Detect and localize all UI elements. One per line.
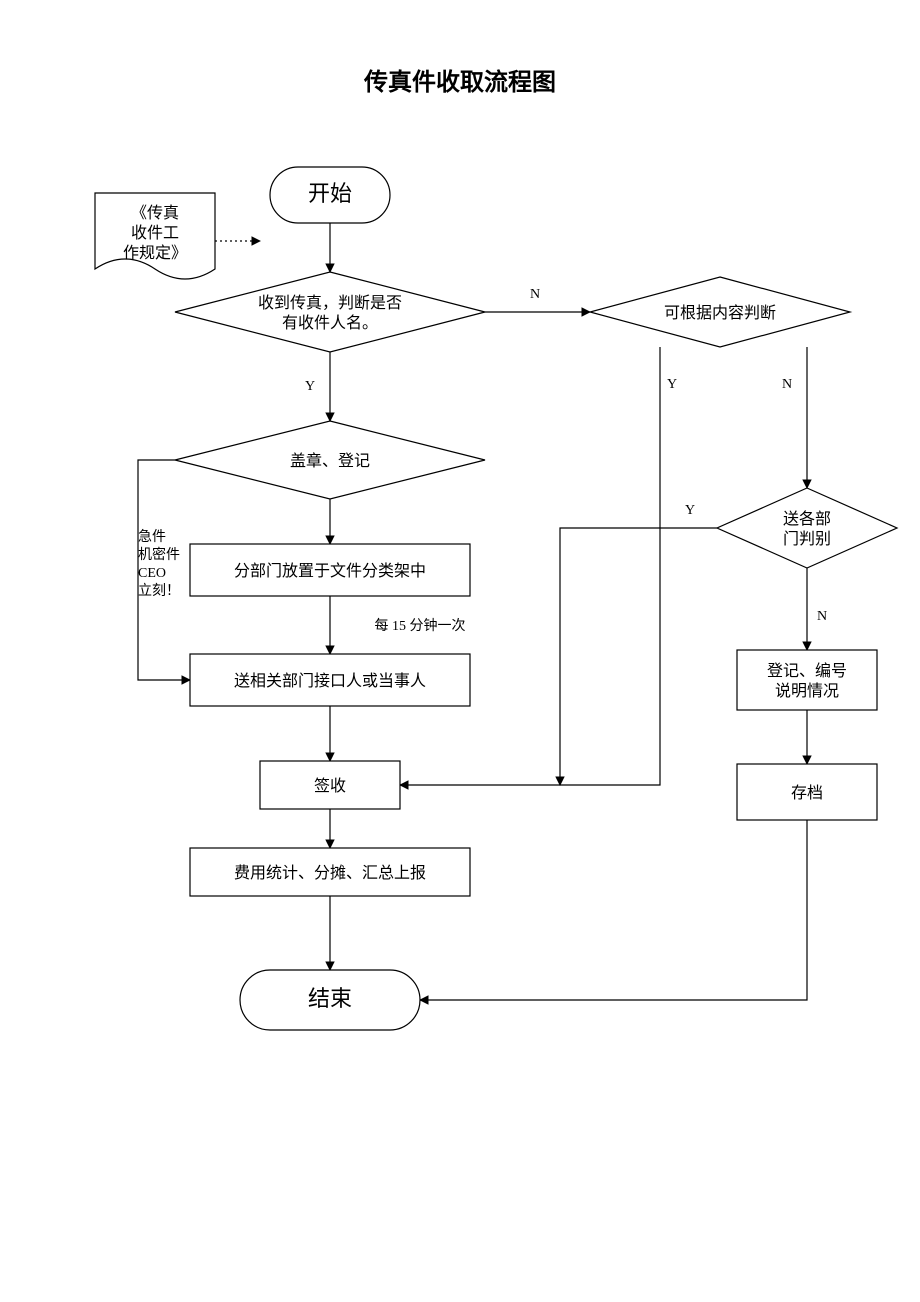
node-d_stamp: 盖章、登记 xyxy=(175,421,485,499)
diagram-title: 传真件收取流程图 xyxy=(363,68,556,96)
svg-text:急件: 急件 xyxy=(138,529,166,545)
edge-label-4: Y xyxy=(667,377,677,392)
node-p_shelf: 分部门放置于文件分类架中 xyxy=(190,544,470,596)
svg-text:盖章、登记: 盖章、登记 xyxy=(290,452,370,470)
svg-text:门判别: 门判别 xyxy=(783,530,831,548)
svg-text:CEO: CEO xyxy=(138,566,166,581)
node-p_archive: 存档 xyxy=(737,764,877,820)
svg-text:有收件人名。: 有收件人名。 xyxy=(282,314,378,332)
node-start: 开始 xyxy=(270,167,390,223)
svg-text:登记、编号: 登记、编号 xyxy=(767,662,847,680)
svg-text:立刻！: 立刻！ xyxy=(138,583,180,599)
svg-text:送各部: 送各部 xyxy=(783,510,831,528)
node-d_dept: 送各部门判别 xyxy=(717,488,897,568)
svg-text:《传真: 《传真 xyxy=(131,204,179,222)
svg-text:收到传真，判断是否: 收到传真，判断是否 xyxy=(258,294,402,312)
node-d_content: 可根据内容判断 xyxy=(590,277,850,347)
edge-label-8: 每 15 分钟一次 xyxy=(375,617,466,634)
svg-text:收件工: 收件工 xyxy=(131,224,179,242)
edge-15 xyxy=(420,820,807,1000)
svg-text:存档: 存档 xyxy=(791,784,823,802)
edge-label-5: N xyxy=(782,377,792,392)
flowchart: 传真件收取流程图 NYYN每 15 分钟一次YN 开始《传真收件工作规定》收到传… xyxy=(0,0,920,1302)
node-doc: 《传真收件工作规定》 xyxy=(95,193,215,279)
svg-text:结束: 结束 xyxy=(308,986,352,1011)
node-end: 结束 xyxy=(240,970,420,1030)
svg-text:作规定》: 作规定》 xyxy=(123,244,187,262)
svg-text:可根据内容判断: 可根据内容判断 xyxy=(664,304,776,322)
svg-text:开始: 开始 xyxy=(308,181,352,206)
edge-12 xyxy=(560,528,717,785)
node-p_cost: 费用统计、分摊、汇总上报 xyxy=(190,848,470,896)
edge-label-3: Y xyxy=(305,379,315,394)
node-p_deliver: 送相关部门接口人或当事人 xyxy=(190,654,470,706)
svg-text:机密件: 机密件 xyxy=(138,546,180,563)
svg-text:签收: 签收 xyxy=(314,777,346,795)
edge-label-13: N xyxy=(817,609,827,624)
node-p_sign: 签收 xyxy=(260,761,400,809)
node-d1: 收到传真，判断是否有收件人名。 xyxy=(175,272,485,352)
svg-text:送相关部门接口人或当事人: 送相关部门接口人或当事人 xyxy=(234,672,426,690)
svg-text:分部门放置于文件分类架中: 分部门放置于文件分类架中 xyxy=(234,562,426,580)
node-note_urgent: 急件机密件 CEO 立刻！ xyxy=(138,529,180,599)
edge-label-2: N xyxy=(530,287,540,302)
edge-label-12: Y xyxy=(685,503,695,518)
svg-text:费用统计、分摊、汇总上报: 费用统计、分摊、汇总上报 xyxy=(234,864,426,882)
node-p_register: 登记、编号说明情况 xyxy=(737,650,877,710)
svg-text:说明情况: 说明情况 xyxy=(775,682,839,700)
